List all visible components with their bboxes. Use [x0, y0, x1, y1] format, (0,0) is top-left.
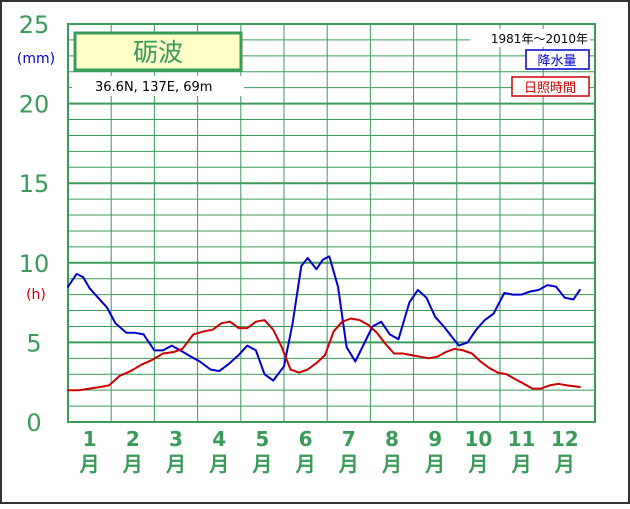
- y-tick-label: 20: [19, 91, 50, 119]
- month-suffix-label: 月: [122, 452, 143, 476]
- month-number-label: 11: [508, 427, 536, 451]
- series-line-precipitation: [67, 255, 581, 382]
- chart-series: [67, 255, 581, 392]
- month-number-label: 3: [169, 427, 183, 451]
- month-number-label: 10: [464, 427, 492, 451]
- month-number-label: 2: [126, 427, 140, 451]
- month-number-label: 9: [428, 427, 442, 451]
- legend: 降水量 日照時間: [511, 49, 590, 97]
- month-suffix-label: 月: [79, 452, 100, 476]
- period-label-bg: [470, 29, 590, 47]
- month-number-label: 6: [299, 427, 313, 451]
- period-label: 1981年～2010年: [491, 32, 588, 46]
- month-suffix-label: 月: [467, 452, 488, 476]
- month-suffix-label: 月: [381, 452, 402, 476]
- plot-area-border: [67, 23, 596, 423]
- month-suffix-label: 月: [511, 452, 532, 476]
- month-suffix-label: 月: [165, 452, 186, 476]
- location-label: 36.6N, 137E, 69m: [95, 80, 212, 95]
- y-unit-label-precip: (mm): [17, 51, 55, 67]
- month-number-label: 1: [83, 427, 97, 451]
- y-unit-label-sun: (h): [26, 287, 46, 303]
- month-suffix-label: 月: [208, 452, 229, 476]
- location-label-bg: [72, 76, 244, 96]
- series-line-sunshine: [67, 317, 581, 392]
- month-number-label: 4: [212, 427, 226, 451]
- month-number-label: 7: [342, 427, 356, 451]
- month-suffix-label: 月: [338, 452, 359, 476]
- legend-item-sun-box: [511, 76, 590, 97]
- month-suffix-label: 月: [295, 452, 316, 476]
- y-tick-label: 5: [26, 329, 41, 357]
- legend-item-precip-box: [525, 49, 590, 70]
- month-number-label: 8: [385, 427, 399, 451]
- y-tick-label: 15: [19, 170, 50, 198]
- month-suffix-label: 月: [251, 452, 272, 476]
- y-tick-label: 25: [19, 11, 50, 39]
- month-number-label: 5: [255, 427, 269, 451]
- chart-title: 砺波: [133, 38, 183, 67]
- y-tick-label: 0: [26, 409, 41, 437]
- title-box: [73, 31, 243, 72]
- y-tick-label: 10: [19, 250, 50, 278]
- month-number-label: 12: [551, 427, 579, 451]
- month-suffix-label: 月: [554, 452, 575, 476]
- legend-item-sun-label: 日照時間: [524, 81, 576, 96]
- legend-item-precip-label: 降水量: [537, 54, 576, 69]
- y-axis-tick-labels: 0 5 10 15 20 25: [19, 11, 50, 437]
- month-suffix-label: 月: [424, 452, 445, 476]
